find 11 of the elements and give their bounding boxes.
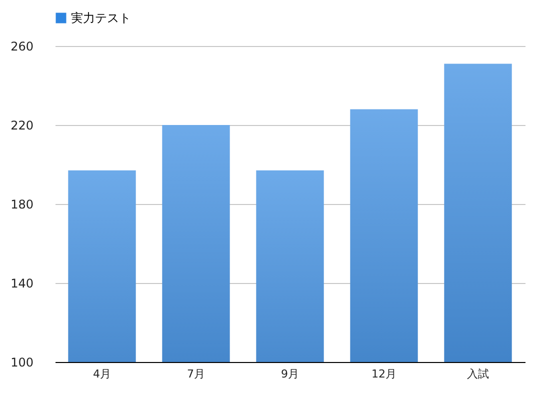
x-tick-label: 入試 xyxy=(467,368,489,380)
y-tick-label: 100 xyxy=(10,356,34,370)
y-tick-label: 220 xyxy=(10,118,34,132)
x-tick-label: 9月 xyxy=(281,368,299,380)
x-tick-label: 7月 xyxy=(187,368,205,380)
y-tick-label: 180 xyxy=(10,198,34,212)
y-tick-label: 140 xyxy=(10,276,34,290)
x-tick-label: 4月 xyxy=(93,368,111,380)
y-tick-label: 260 xyxy=(10,40,34,54)
legend-label: 実力テスト xyxy=(71,11,131,25)
x-tick-label: 12月 xyxy=(372,368,396,380)
